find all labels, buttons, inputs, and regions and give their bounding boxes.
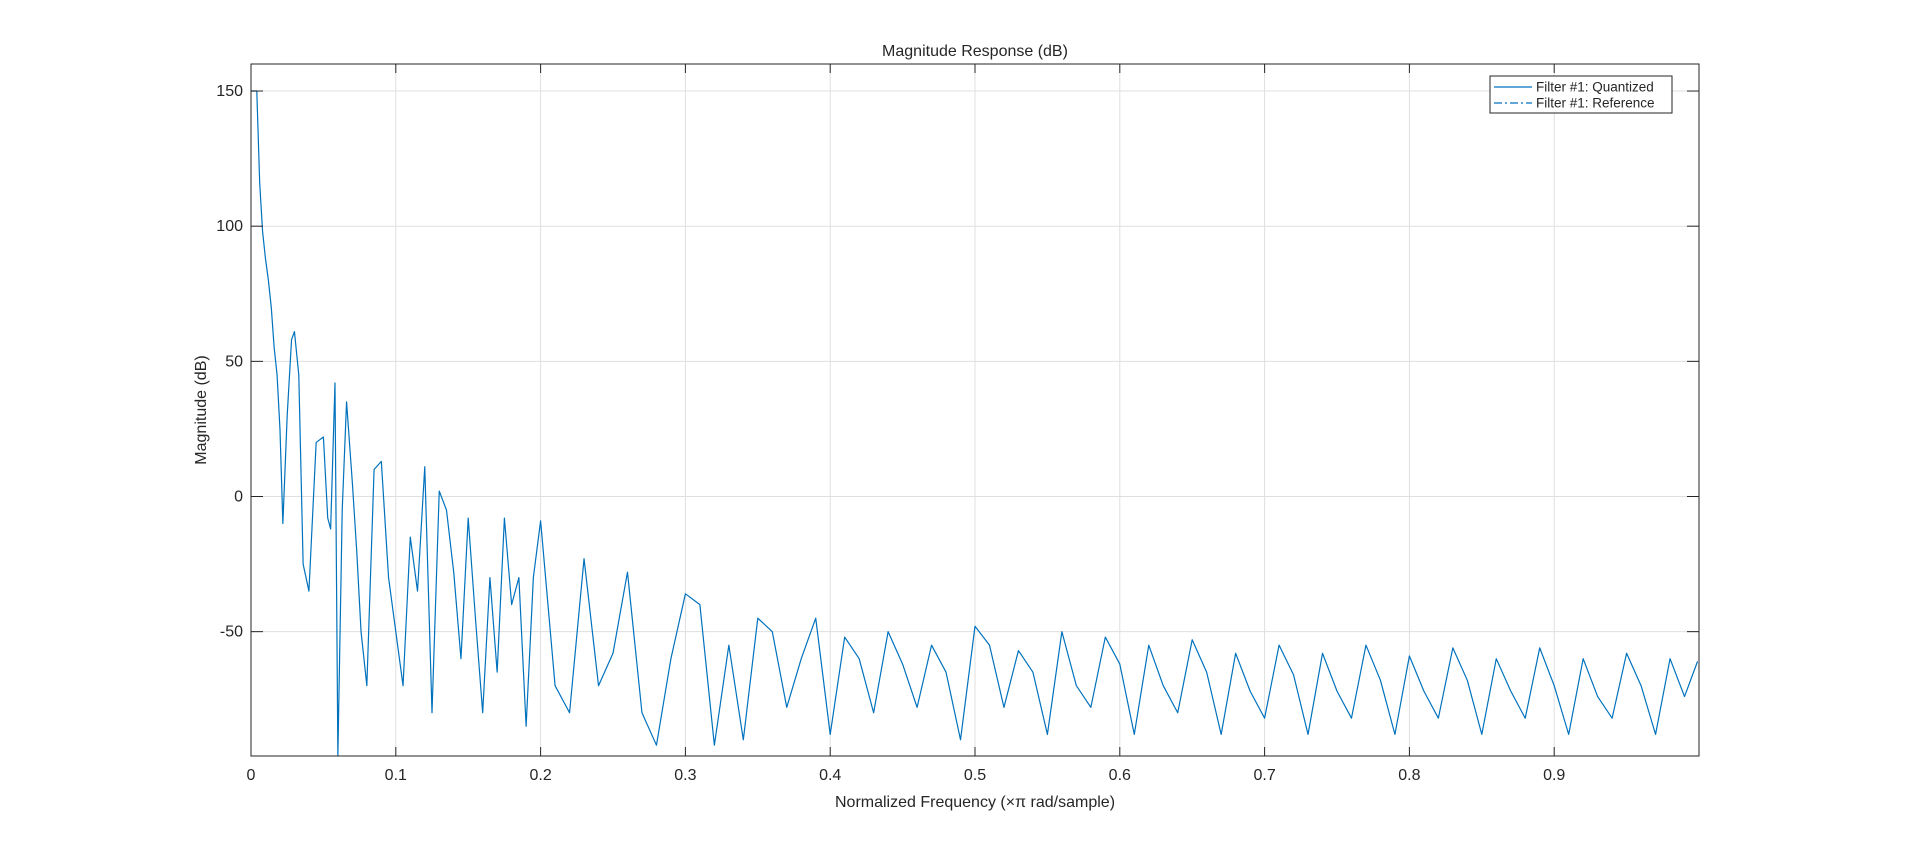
x-tick-label: 0.3 (674, 767, 696, 784)
x-tick-label: 0.6 (1109, 767, 1131, 784)
y-tick-label: -50 (220, 624, 243, 641)
y-tick-label: 150 (216, 83, 243, 100)
x-tick-label: 0.8 (1398, 767, 1420, 784)
x-tick-label: 0.2 (529, 767, 551, 784)
x-tick-label: 0.7 (1253, 767, 1275, 784)
x-tick-label: 0 (247, 767, 256, 784)
grid-lines (250, 64, 1699, 756)
x-tick-label: 0.5 (964, 767, 986, 784)
legend-entry-reference: Filter #1: Reference (1536, 96, 1655, 111)
legend-box (1489, 75, 1673, 114)
axis-ticks: 0 0.1 0.2 0.3 0.4 0.5 0.6 0.7 0.8 0.9 -50 0 50 100 150 (216, 64, 1699, 784)
chart-title: Magnitude Response (dB) (882, 43, 1068, 60)
x-axis-label: Normalized Frequency (×π rad/sample) (835, 794, 1115, 811)
y-axis-label: Magnitude (dB) (193, 355, 210, 464)
legend: Filter #1: Quantized Filter #1: Referenc… (1489, 75, 1673, 114)
x-tick-label: 0.9 (1543, 767, 1565, 784)
series-line-quantized (251, 90, 1699, 756)
x-tick-label: 0.4 (819, 767, 841, 784)
y-tick-label: 0 (234, 489, 243, 506)
y-tick-label: 50 (225, 353, 243, 370)
y-tick-label: 100 (216, 218, 243, 235)
legend-entry-quantized: Filter #1: Quantized (1536, 80, 1654, 95)
x-tick-label: 0.1 (385, 767, 407, 784)
